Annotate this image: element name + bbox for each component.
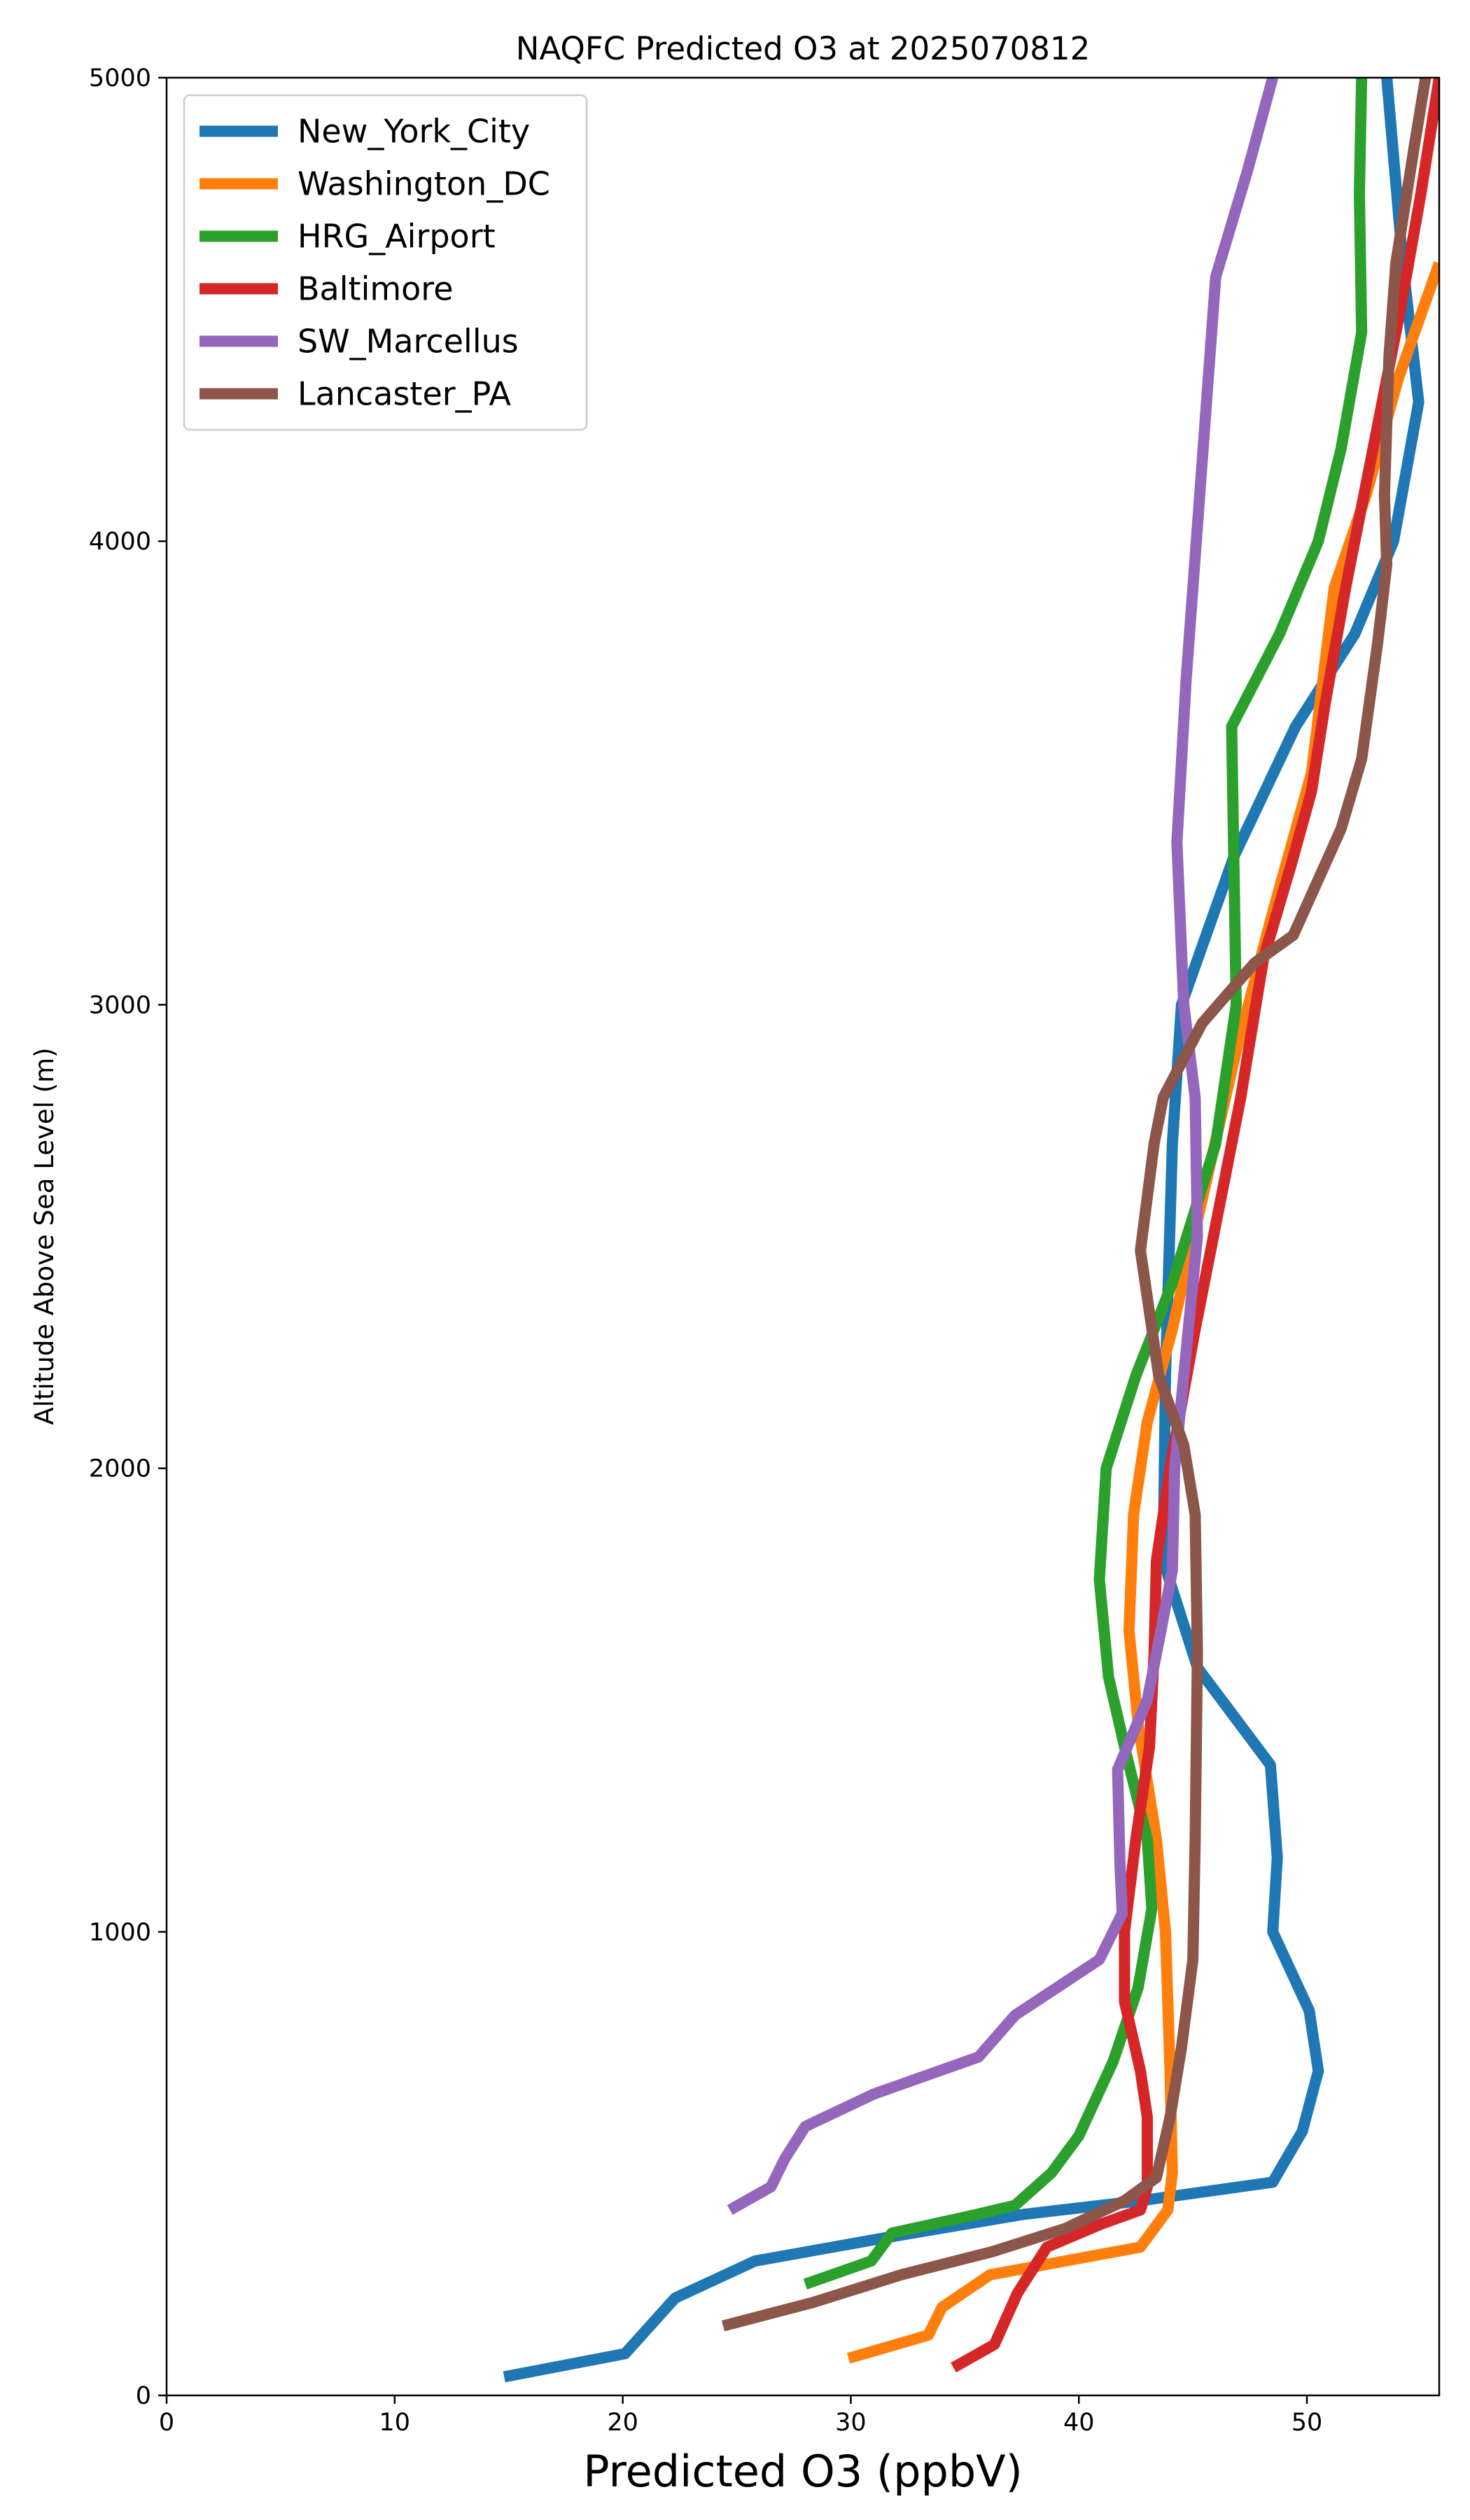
series-line-lancaster-pa (721, 78, 1432, 2332)
y-tick-label: 3000 (89, 991, 151, 1019)
legend-box (183, 94, 588, 431)
legend-label-new-york-city: New_York_City (298, 113, 530, 150)
series-line-new-york-city (503, 78, 1424, 2383)
y-tick-label: 2000 (89, 1455, 151, 1483)
chart-title: NAQFC Predicted O3 at 2025070812 (516, 30, 1090, 67)
x-axis: 0 10 20 30 40 50 (159, 2395, 1322, 2437)
x-tick-label: 0 (159, 2409, 174, 2437)
x-tick-label: 30 (835, 2409, 867, 2437)
legend-label-washington-dc: Washington_DC (298, 165, 550, 203)
x-tick-label: 20 (607, 2409, 638, 2437)
legend-label-hrg-airport: HRG_Airport (298, 218, 496, 255)
plot-frame (165, 76, 1441, 2397)
y-axis: 0 1000 2000 3000 4000 5000 (89, 64, 167, 2410)
x-tick-label: 50 (1292, 2409, 1323, 2437)
series-line-baltimore (951, 78, 1439, 2373)
legend-label-sw-marcellus: SW_Marcellus (298, 323, 519, 360)
legend-label-baltimore: Baltimore (298, 270, 454, 308)
y-axis-label: Altitude Above Sea Level (m) (29, 1047, 59, 1424)
series-layer (503, 78, 1439, 2383)
y-tick-label: 4000 (89, 528, 151, 556)
x-tick-label: 40 (1063, 2409, 1095, 2437)
y-tick-label: 0 (136, 2382, 151, 2410)
y-tick-label: 1000 (89, 1919, 151, 1947)
series-line-hrg-airport (803, 78, 1368, 2290)
x-tick-label: 10 (379, 2409, 411, 2437)
legend: New_York_City Washington_DC HRG_Airport Bal… (183, 94, 588, 431)
legend-label-lancaster-pa: Lancaster_PA (298, 375, 511, 413)
series-line-sw-marcellus (727, 78, 1278, 2216)
y-tick-label: 5000 (89, 64, 151, 92)
x-axis-label: Predicted O3 (ppbV) (583, 2446, 1023, 2497)
